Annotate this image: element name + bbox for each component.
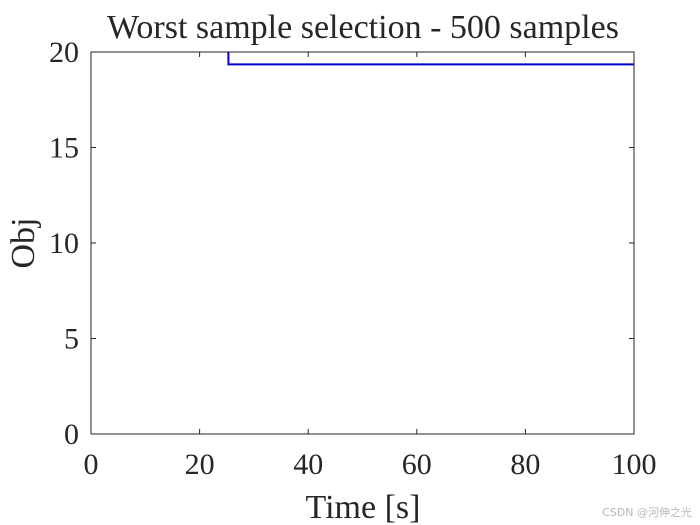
y-axis-label: Obj [5,218,42,269]
y-tick-label: 5 [64,323,79,356]
x-axis-label: Time [s] [306,489,421,525]
y-tick-label: 20 [49,36,79,69]
x-tick-label: 40 [293,448,323,481]
y-tick-label: 10 [49,227,79,260]
watermark: CSDN @河伸之光 [602,505,692,519]
x-tick-label: 0 [84,448,99,481]
y-tick-label: 0 [64,418,79,451]
x-tick-label: 20 [185,448,215,481]
x-tick-label: 60 [402,448,432,481]
chart-title: Worst sample selection - 500 samples [107,9,619,46]
x-tick-label: 80 [510,448,540,481]
y-tick-label: 15 [49,132,79,165]
series-line [227,52,634,66]
axes-box [90,51,635,435]
x-tick-label: 100 [612,448,657,481]
plot-area: 0 20 40 60 80 100 0 5 10 15 20 [49,36,657,481]
